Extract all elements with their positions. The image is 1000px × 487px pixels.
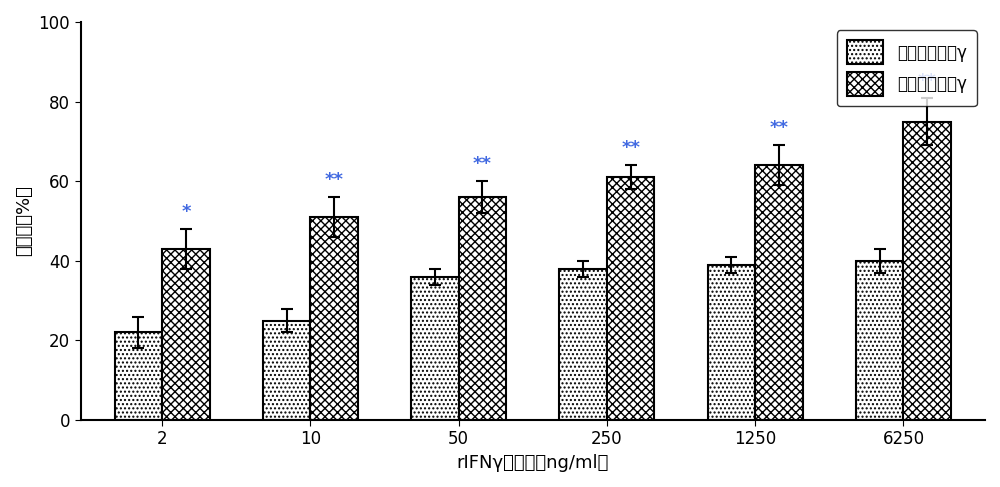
Bar: [607, 177, 654, 420]
Text: **: **: [769, 119, 788, 137]
Text: **: **: [473, 155, 492, 173]
Bar: [856, 261, 903, 420]
Legend: 天然犬干扰素γ, 重组犬干扰素γ: 天然犬干扰素γ, 重组犬干扰素γ: [837, 30, 977, 106]
Bar: [263, 320, 310, 420]
Bar: [755, 165, 803, 420]
Y-axis label: 抑制率（%）: 抑制率（%）: [15, 186, 33, 257]
Bar: [459, 197, 506, 420]
Bar: [115, 333, 162, 420]
X-axis label: rIFNγ的剂量（ng/ml）: rIFNγ的剂量（ng/ml）: [457, 454, 609, 472]
Bar: [559, 269, 607, 420]
Text: **: **: [621, 139, 640, 157]
Bar: [708, 265, 755, 420]
Bar: [903, 122, 951, 420]
Text: **: **: [918, 72, 937, 90]
Text: *: *: [181, 203, 191, 221]
Bar: [411, 277, 459, 420]
Bar: [162, 249, 210, 420]
Text: **: **: [325, 171, 344, 189]
Bar: [310, 217, 358, 420]
